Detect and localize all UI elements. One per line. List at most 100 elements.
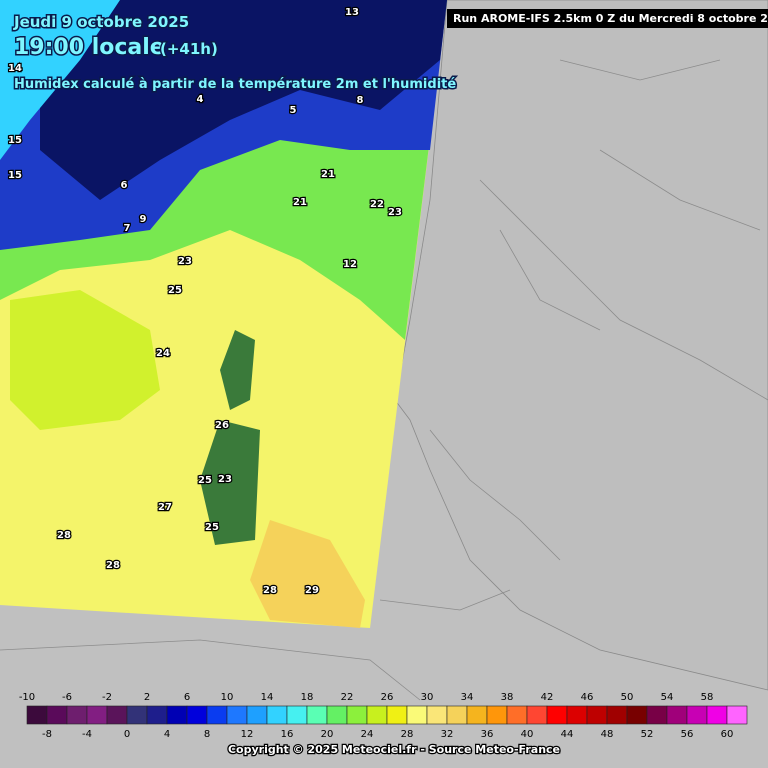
colorbar-swatch (246, 705, 268, 725)
dark-zone (40, 0, 447, 200)
contour-label: 25 (198, 475, 212, 486)
colorbar-swatch (366, 705, 388, 725)
islands (200, 330, 260, 545)
contour-label: 15 (8, 135, 22, 146)
colorbar-swatch (126, 705, 148, 725)
colorbar-label: 52 (641, 729, 654, 740)
colorbar-label: 40 (521, 729, 534, 740)
run-bar (447, 9, 768, 28)
contour-label: 5 (290, 105, 297, 116)
colorbar-swatch (146, 705, 168, 725)
contour-labels: 13 14 15 15 4 5 8 6 97 21 21 23 22 23 12 25 24 27 28 28 28 29… (7, 6, 403, 598)
colorbar-swatch (106, 705, 128, 725)
colorbar-label: 44 (561, 729, 574, 740)
contour-label: 26 (215, 420, 229, 431)
colorbar-label: 50 (621, 692, 634, 703)
contour-label: 29 (305, 585, 319, 596)
colorbar-label: 36 (481, 729, 494, 740)
contour-label: 21 (321, 169, 335, 180)
colorbar-swatch (66, 705, 88, 725)
contour-label: 4 (197, 94, 204, 105)
colorbar-label: 18 (301, 692, 314, 703)
colorbar-swatch (166, 705, 188, 725)
yellowgreen-zone (10, 290, 160, 430)
run-title: Run AROME-IFS 2.5km 0 Z du Mercredi 8 oc… (453, 12, 768, 25)
contour-label: 28 (263, 585, 277, 596)
colorbar-label: 6 (184, 692, 190, 703)
contour-label: 25 (205, 522, 219, 533)
colorbar-label: 8 (204, 729, 210, 740)
colorbar-swatch (86, 705, 108, 725)
colorbar-swatch (646, 705, 668, 725)
colorbar-swatch (446, 705, 468, 725)
colorbar-label: 10 (221, 692, 234, 703)
time: 19:00 locale (14, 35, 165, 60)
colorbar-label: 34 (461, 692, 474, 703)
colorbar-label: 46 (581, 692, 594, 703)
colorbar: -10-8-6-4-202468101214161820222426283032… (19, 692, 748, 740)
colorbar-label: -10 (19, 692, 35, 703)
colorbar-label: 0 (124, 729, 130, 740)
contour-label: 6 (121, 180, 128, 191)
colorbar-swatch (266, 705, 288, 725)
colorbar-swatch (686, 705, 708, 725)
colorbar-label: 38 (501, 692, 514, 703)
colorbar-swatch (666, 705, 688, 725)
colorbar-label: 32 (441, 729, 454, 740)
footer: Copyright © 2025 Meteociel.fr - Source M… (228, 743, 560, 756)
contour-label: 23 (178, 256, 192, 267)
colorbar-swatch (346, 705, 368, 725)
colorbar-swatch (406, 705, 428, 725)
warm-zone (250, 520, 365, 628)
colorbar-swatch (186, 705, 208, 725)
date: Jeudi 9 octobre 2025 (13, 13, 189, 31)
colorbar-swatch (286, 705, 308, 725)
contour-label: 27 (158, 502, 172, 513)
colorbar-label: 48 (601, 729, 614, 740)
contour-label: 24 (156, 348, 170, 359)
contour-label: 8 (357, 95, 364, 106)
colorbar-swatch (46, 705, 68, 725)
colorbar-swatch (546, 705, 568, 725)
contour-label: 14 (8, 63, 22, 74)
contour-label: 23 (388, 207, 402, 218)
subtitle: Humidex calculé à partir de la températu… (14, 77, 456, 92)
lead-time: (+41h) (160, 40, 218, 58)
colorbar-label: 54 (661, 692, 674, 703)
colorbar-label: 42 (541, 692, 554, 703)
contour-label: 12 (343, 259, 357, 270)
colorbar-label: 60 (721, 729, 734, 740)
contour-label: 28 (57, 530, 71, 541)
colorbar-swatch (466, 705, 488, 725)
colorbar-swatch (26, 705, 48, 725)
contour-label: 9 (140, 214, 147, 225)
colorbar-swatch (386, 705, 408, 725)
colorbar-swatch (486, 705, 508, 725)
colorbar-label: 56 (681, 729, 694, 740)
colorbar-swatch (306, 705, 328, 725)
contour-label: 13 (345, 7, 359, 18)
contour-label: 21 (293, 197, 307, 208)
colorbar-label: 2 (144, 692, 150, 703)
colorbar-label: 22 (341, 692, 354, 703)
cyan-zone (0, 0, 120, 160)
colorbar-label: 30 (421, 692, 434, 703)
colorbar-label: 24 (361, 729, 374, 740)
colorbar-label: 14 (261, 692, 274, 703)
colorbar-label: -8 (42, 729, 52, 740)
colorbar-swatch (206, 705, 228, 725)
colorbar-swatch (706, 705, 728, 725)
contour-label: 22 (370, 199, 384, 210)
colorbar-label: 4 (164, 729, 170, 740)
land (394, 0, 768, 691)
contour-label: 28 (106, 560, 120, 571)
colorbar-swatch (626, 705, 648, 725)
colorbar-label: 58 (701, 692, 714, 703)
contour-label: 7 (124, 223, 131, 234)
colorbar-swatch (326, 705, 348, 725)
contour-label: 23 (218, 474, 232, 485)
colorbar-swatch (426, 705, 448, 725)
colorbar-label: -6 (62, 692, 72, 703)
border-lines (0, 59, 768, 701)
